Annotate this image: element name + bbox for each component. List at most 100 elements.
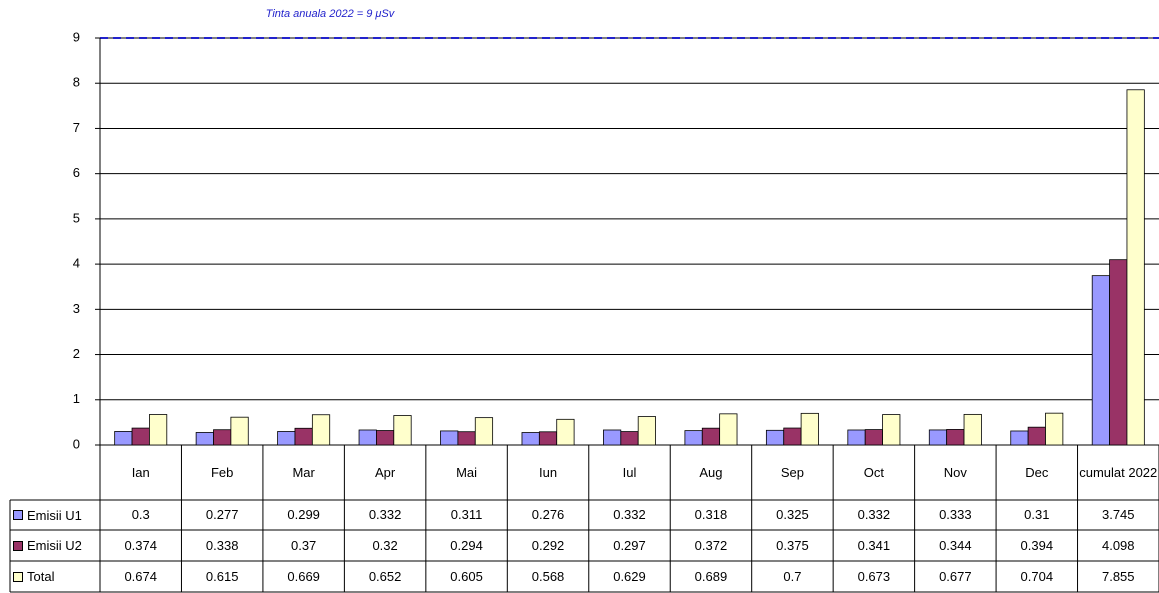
- bar: [637, 416, 656, 446]
- bar: [195, 432, 214, 446]
- bar: [230, 416, 249, 446]
- bar: [882, 414, 901, 446]
- table-value: 0.332: [857, 507, 891, 522]
- table-value: 0.677: [939, 568, 972, 584]
- legend-label: Emisii U2: [27, 538, 82, 553]
- table-value: 0.669: [287, 568, 320, 584]
- bar: [1091, 275, 1110, 446]
- bar: [800, 412, 819, 446]
- y-tick-label: 0: [73, 436, 80, 451]
- table-value: 0.568: [531, 568, 565, 584]
- bar: [393, 415, 412, 446]
- bar: [358, 429, 377, 446]
- table-value: 0.3: [131, 507, 150, 522]
- legend-key: [13, 540, 23, 551]
- table-value: 0.629: [613, 568, 646, 584]
- table-value: 0.37: [290, 537, 317, 553]
- bar: [311, 414, 331, 446]
- bar: [719, 413, 738, 446]
- bar: [131, 427, 150, 446]
- bar: [1126, 89, 1145, 446]
- table-value: 0.332: [368, 507, 402, 522]
- annotation: Tinta anuala 2022 = 9 μSv: [266, 8, 396, 20]
- bar: [474, 417, 494, 446]
- legend-entry: Emisii U2: [10, 530, 100, 561]
- legend-key: [13, 510, 23, 520]
- category-label: Oct: [863, 464, 884, 480]
- bar: [1109, 259, 1128, 446]
- bar: [213, 429, 232, 446]
- table-value: 0.372: [694, 537, 728, 553]
- bar: [376, 430, 395, 446]
- legend-key: [13, 571, 23, 582]
- y-tick-label: 1: [73, 391, 80, 406]
- category-label: Sep: [780, 464, 804, 480]
- y-tick-label: 7: [73, 120, 80, 135]
- bar: [1027, 426, 1046, 446]
- bar: [457, 431, 476, 446]
- y-tick-label: 4: [73, 256, 80, 271]
- table-value: 0.292: [531, 537, 565, 553]
- legend-label: Total: [27, 569, 55, 584]
- category-label: cumulat 2022: [1079, 464, 1158, 480]
- category-label: Iul: [622, 464, 637, 480]
- table-value: 0.318: [694, 507, 728, 522]
- table-value: 3.745: [1101, 507, 1135, 522]
- bar: [963, 413, 982, 446]
- bar: [538, 431, 558, 446]
- y-tick-label: 8: [73, 75, 80, 90]
- category-label: Mai: [456, 464, 478, 480]
- y-tick-label: 9: [73, 29, 80, 44]
- y-tick-label: 5: [73, 210, 80, 225]
- y-tick-label: 6: [73, 165, 80, 180]
- table-value: 0.7: [783, 568, 802, 584]
- table-value: 0.32: [372, 537, 398, 553]
- bar: [847, 429, 866, 446]
- table-value: 0.311: [450, 507, 483, 522]
- bar: [440, 430, 459, 446]
- table-value: 7.855: [1101, 568, 1135, 584]
- y-tick-label: 3: [73, 301, 80, 316]
- table-value: 0.674: [124, 568, 157, 584]
- bar: [114, 431, 133, 446]
- table-value: 0.332: [613, 507, 646, 522]
- table-value: 0.276: [531, 507, 565, 522]
- y-tick-label: 2: [73, 346, 80, 361]
- bar: [946, 429, 965, 446]
- table-value: 0.338: [205, 537, 239, 553]
- bar: [620, 431, 639, 446]
- table-value: 0.704: [1020, 568, 1054, 584]
- table-value: 0.341: [857, 537, 891, 553]
- bar: [277, 431, 296, 446]
- bar: [928, 429, 948, 446]
- table-value: 0.299: [287, 507, 320, 522]
- bar: [765, 429, 785, 446]
- table-value: 0.374: [124, 537, 157, 553]
- category-label: Aug: [699, 464, 723, 480]
- bar: [783, 427, 802, 446]
- table-value: 0.277: [205, 507, 239, 522]
- table-value: 0.605: [450, 568, 483, 584]
- category-label: Apr: [374, 464, 396, 480]
- legend-entry: Total: [10, 561, 100, 592]
- legend-label: Emisii U1: [27, 507, 82, 523]
- table-value: 0.31: [1024, 507, 1050, 522]
- bar: [684, 430, 703, 446]
- table-value: 0.394: [1020, 537, 1054, 553]
- bar: [1010, 430, 1029, 446]
- category-label: Iun: [538, 464, 558, 480]
- bar: [701, 427, 721, 446]
- category-label: Dec: [1025, 464, 1049, 480]
- category-label: Nov: [943, 464, 967, 480]
- table-value: 0.652: [368, 568, 402, 584]
- legend-entry: Emisii U1: [10, 500, 100, 530]
- table-value: 0.375: [776, 537, 809, 553]
- table-value: 0.325: [776, 507, 809, 522]
- table-value: 0.615: [205, 568, 239, 584]
- table-value: 0.689: [694, 568, 728, 584]
- bar: [294, 427, 313, 446]
- bar: [556, 418, 575, 446]
- table-value: 0.294: [450, 537, 483, 553]
